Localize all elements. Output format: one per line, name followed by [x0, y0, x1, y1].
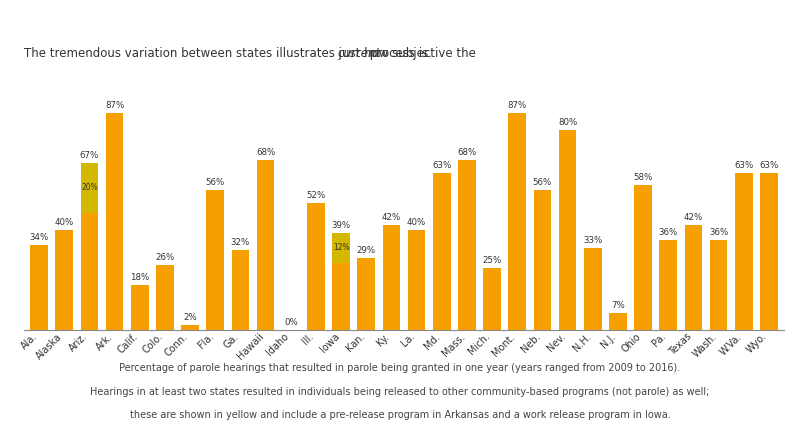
Text: 63%: 63% [734, 161, 754, 169]
Text: 36%: 36% [709, 228, 728, 237]
Text: 67%: 67% [80, 151, 99, 160]
Text: 42%: 42% [382, 213, 401, 222]
Bar [634, 185, 652, 330]
Text: 56%: 56% [533, 178, 552, 187]
Bar [534, 190, 551, 330]
Text: 39%: 39% [331, 221, 350, 230]
Text: 26%: 26% [155, 253, 174, 262]
Text: 20%: 20% [81, 183, 98, 192]
Bar [458, 160, 476, 330]
Text: 40%: 40% [407, 218, 426, 227]
Text: 25%: 25% [482, 256, 502, 264]
Text: 2%: 2% [183, 313, 197, 322]
Text: 36%: 36% [658, 228, 678, 237]
Text: 29%: 29% [357, 246, 376, 255]
Text: these are shown in yellow and include a pre-release program in Arkansas and a wo: these are shown in yellow and include a … [130, 410, 670, 420]
Text: The tremendous variation between states illustrates just how subjective the: The tremendous variation between states … [24, 47, 480, 60]
Bar [81, 163, 98, 330]
Bar [332, 233, 350, 263]
Bar [433, 173, 450, 330]
Bar [509, 113, 526, 330]
Bar [307, 202, 325, 330]
Bar [257, 160, 274, 330]
Text: Parole grant rates by state: Parole grant rates by state [241, 8, 559, 28]
Bar [558, 130, 576, 330]
Text: 40%: 40% [54, 218, 74, 227]
Bar [30, 245, 48, 330]
Bar [156, 265, 174, 330]
Bar [659, 240, 677, 330]
Text: 56%: 56% [206, 178, 225, 187]
Bar [382, 225, 400, 330]
Bar [182, 325, 199, 330]
Text: 32%: 32% [230, 238, 250, 247]
Text: 34%: 34% [30, 233, 49, 242]
Bar [483, 268, 501, 330]
Text: 68%: 68% [458, 148, 477, 157]
Text: 63%: 63% [759, 161, 778, 169]
Text: 87%: 87% [105, 101, 124, 110]
Bar [710, 240, 727, 330]
Text: current: current [337, 47, 380, 60]
Text: 18%: 18% [130, 273, 150, 282]
Text: 0%: 0% [284, 318, 298, 327]
Text: 63%: 63% [432, 161, 451, 169]
Text: 42%: 42% [684, 213, 703, 222]
Bar [408, 230, 426, 330]
Text: 80%: 80% [558, 118, 578, 127]
Text: 87%: 87% [508, 101, 527, 110]
Bar [760, 173, 778, 330]
Bar [131, 285, 149, 330]
Text: 33%: 33% [583, 235, 602, 244]
Bar [55, 230, 73, 330]
Bar [106, 113, 123, 330]
Text: Hearings in at least two states resulted in individuals being released to other : Hearings in at least two states resulted… [90, 387, 710, 396]
Bar [358, 258, 375, 330]
Bar [332, 233, 350, 330]
Bar [735, 173, 753, 330]
Bar [584, 248, 602, 330]
Text: 12%: 12% [333, 243, 350, 252]
Text: 68%: 68% [256, 148, 275, 157]
Bar [685, 225, 702, 330]
Bar [232, 250, 250, 330]
Text: process is.: process is. [366, 47, 432, 60]
Text: 52%: 52% [306, 191, 326, 200]
Bar [81, 163, 98, 213]
Text: Percentage of parole hearings that resulted in parole being granted in one year : Percentage of parole hearings that resul… [119, 363, 681, 373]
Bar [609, 313, 626, 330]
Text: 58%: 58% [634, 173, 653, 182]
Text: 7%: 7% [611, 301, 625, 310]
Bar [206, 190, 224, 330]
